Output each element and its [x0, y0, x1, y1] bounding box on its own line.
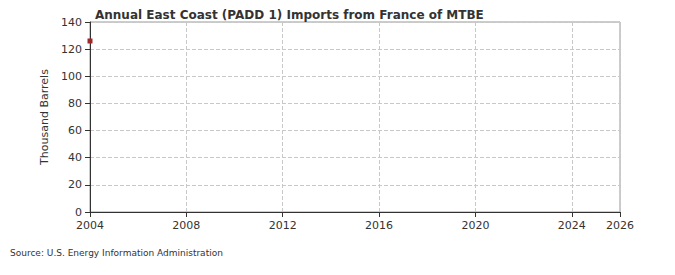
svg-text:2004: 2004 — [76, 219, 104, 232]
svg-text:100: 100 — [61, 70, 82, 83]
svg-text:2012: 2012 — [269, 219, 297, 232]
svg-text:0: 0 — [75, 206, 82, 219]
svg-text:60: 60 — [68, 124, 82, 137]
svg-text:Thousand Barrels: Thousand Barrels — [38, 69, 51, 166]
svg-text:20: 20 — [68, 178, 82, 191]
svg-text:Annual East Coast (PADD 1) Imp: Annual East Coast (PADD 1) Imports from … — [95, 8, 484, 22]
svg-text:80: 80 — [68, 97, 82, 110]
svg-text:40: 40 — [68, 151, 82, 164]
svg-text:Source: U.S. Energy Informatio: Source: U.S. Energy Information Administ… — [10, 248, 223, 258]
svg-text:2026: 2026 — [606, 219, 634, 232]
svg-text:2008: 2008 — [172, 219, 200, 232]
svg-text:2020: 2020 — [461, 219, 489, 232]
svg-text:120: 120 — [61, 43, 82, 56]
svg-text:2024: 2024 — [558, 219, 586, 232]
svg-text:2016: 2016 — [365, 219, 393, 232]
svg-text:140: 140 — [61, 16, 82, 29]
